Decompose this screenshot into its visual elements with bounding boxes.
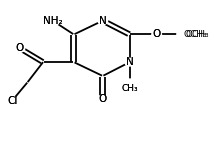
Text: OCH₃: OCH₃: [185, 30, 209, 39]
Circle shape: [15, 44, 25, 52]
Text: Cl: Cl: [7, 95, 18, 106]
Text: O: O: [99, 94, 107, 104]
Text: CH₃: CH₃: [121, 84, 138, 93]
Circle shape: [177, 29, 190, 40]
Text: CH₃: CH₃: [121, 84, 138, 93]
Text: O: O: [153, 29, 161, 40]
Text: O: O: [153, 29, 161, 40]
Circle shape: [124, 79, 135, 88]
Text: Cl: Cl: [7, 95, 18, 106]
Circle shape: [152, 31, 161, 38]
Text: N: N: [126, 57, 134, 67]
Text: OCH₃: OCH₃: [184, 30, 207, 39]
Text: O: O: [99, 94, 107, 104]
Text: O: O: [16, 43, 24, 53]
Text: O: O: [16, 43, 24, 53]
Circle shape: [7, 96, 18, 105]
Text: NH₂: NH₂: [43, 16, 62, 26]
Text: NH₂: NH₂: [43, 16, 62, 26]
Circle shape: [125, 58, 134, 66]
Circle shape: [98, 17, 108, 24]
Circle shape: [46, 15, 60, 26]
Text: N: N: [126, 57, 134, 67]
Text: N: N: [99, 16, 107, 26]
Text: N: N: [99, 16, 107, 26]
Circle shape: [98, 95, 108, 103]
